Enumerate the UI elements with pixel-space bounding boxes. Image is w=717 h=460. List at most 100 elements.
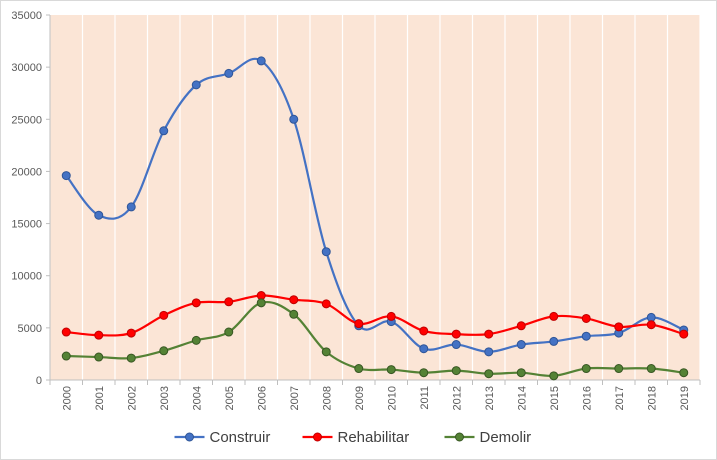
data-point-construir [94,210,104,220]
data-point-rehabilitar [451,329,461,339]
x-tick-label: 2002 [126,386,138,410]
y-tick-label: 5000 [18,323,42,335]
data-point-demolir [581,364,591,374]
data-point-demolir [646,364,656,374]
y-axis-ticks: 0 5000 10000 15000 20000 25000 30000 35000 [11,10,50,387]
legend: Construir Rehabilitar Demolir [174,429,532,446]
x-tick-label: 2009 [354,386,366,410]
data-point-demolir [159,346,169,356]
data-point-demolir [386,365,396,375]
gridlines [49,15,701,380]
data-point-rehabilitar [646,320,656,330]
data-point-construir [159,126,169,136]
data-point-demolir [451,366,461,376]
x-tick-label: 2018 [646,386,658,410]
legend-marker-demolir [455,432,464,442]
data-point-demolir [419,368,429,378]
data-point-demolir [549,371,559,381]
legend-item-demolir: Demolir [444,429,532,446]
x-tick-label: 2001 [94,386,106,410]
x-tick-label: 2014 [516,386,528,410]
data-point-demolir [126,353,136,363]
y-tick-label: 10000 [11,271,42,283]
data-point-construir [484,347,494,357]
legend-label-rehabilitar: Rehabilitar [338,429,410,446]
data-point-demolir [484,369,494,379]
x-tick-label: 2011 [419,386,431,410]
y-tick-label: 15000 [11,219,42,231]
data-point-rehabilitar [191,298,201,308]
data-point-rehabilitar [94,330,104,340]
x-tick-label: 2010 [386,386,398,410]
x-tick-label: 2004 [191,386,203,410]
y-tick-label: 25000 [11,114,42,126]
series-group [61,56,689,381]
x-tick-label: 2015 [549,386,561,410]
y-tick-label: 30000 [11,62,42,74]
data-point-demolir [321,347,331,357]
legend-item-rehabilitar: Rehabilitar [302,429,410,446]
data-point-construir [61,171,71,181]
data-point-rehabilitar [224,297,234,307]
data-point-construir [516,340,526,350]
data-point-rehabilitar [354,319,364,329]
data-point-rehabilitar [159,310,169,320]
x-tick-label: 2000 [61,386,73,410]
data-point-construir [549,336,559,346]
data-point-construir [581,331,591,341]
data-point-rehabilitar [256,291,266,301]
x-tick-label: 2003 [159,386,171,410]
legend-item-construir: Construir [174,429,271,446]
x-tick-label: 2013 [484,386,496,410]
data-point-construir [321,247,331,257]
x-tick-label: 2007 [289,386,301,410]
x-tick-label: 2012 [451,386,463,410]
data-point-rehabilitar [679,329,689,339]
data-point-demolir [289,309,299,319]
data-point-demolir [679,368,689,378]
legend-label-demolir: Demolir [480,429,532,446]
data-point-construir [224,68,234,78]
data-point-construir [451,340,461,350]
data-point-rehabilitar [614,322,624,332]
data-point-construir [191,80,201,90]
data-point-construir [126,202,136,212]
y-tick-label: 20000 [11,166,42,178]
x-tick-label: 2017 [614,386,626,410]
data-point-rehabilitar [581,313,591,323]
x-tick-label: 2016 [581,386,593,410]
data-point-rehabilitar [484,329,494,339]
x-tick-label: 2008 [321,386,333,410]
x-axis-ticks: 2000 2001 2002 2003 2004 2005 2006 2007 2008 2009… [49,380,701,410]
legend-marker-construir [185,432,194,442]
data-point-rehabilitar [321,299,331,309]
data-point-demolir [256,298,266,308]
series-rehabilitar [61,291,689,340]
x-tick-label: 2005 [224,386,236,410]
data-point-demolir [191,335,201,345]
data-point-demolir [94,352,104,362]
x-tick-label: 2006 [256,386,268,410]
data-point-demolir [516,368,526,378]
data-point-construir [419,344,429,354]
y-tick-label: 0 [36,375,42,387]
data-point-rehabilitar [386,311,396,321]
data-point-construir [646,312,656,322]
data-point-demolir [614,364,624,374]
data-point-rehabilitar [549,311,559,321]
y-tick-label: 35000 [11,10,42,22]
data-point-demolir [224,327,234,337]
data-point-rehabilitar [61,327,71,337]
data-point-rehabilitar [516,321,526,331]
data-point-construir [256,56,266,66]
x-tick-label: 2019 [679,386,691,410]
data-point-construir [289,114,299,124]
legend-label-construir: Construir [210,429,271,446]
data-point-demolir [61,351,71,361]
data-point-demolir [354,364,364,374]
data-point-rehabilitar [126,328,136,338]
legend-marker-rehabilitar [313,432,322,442]
data-point-rehabilitar [419,326,429,336]
series-demolir [61,298,689,381]
